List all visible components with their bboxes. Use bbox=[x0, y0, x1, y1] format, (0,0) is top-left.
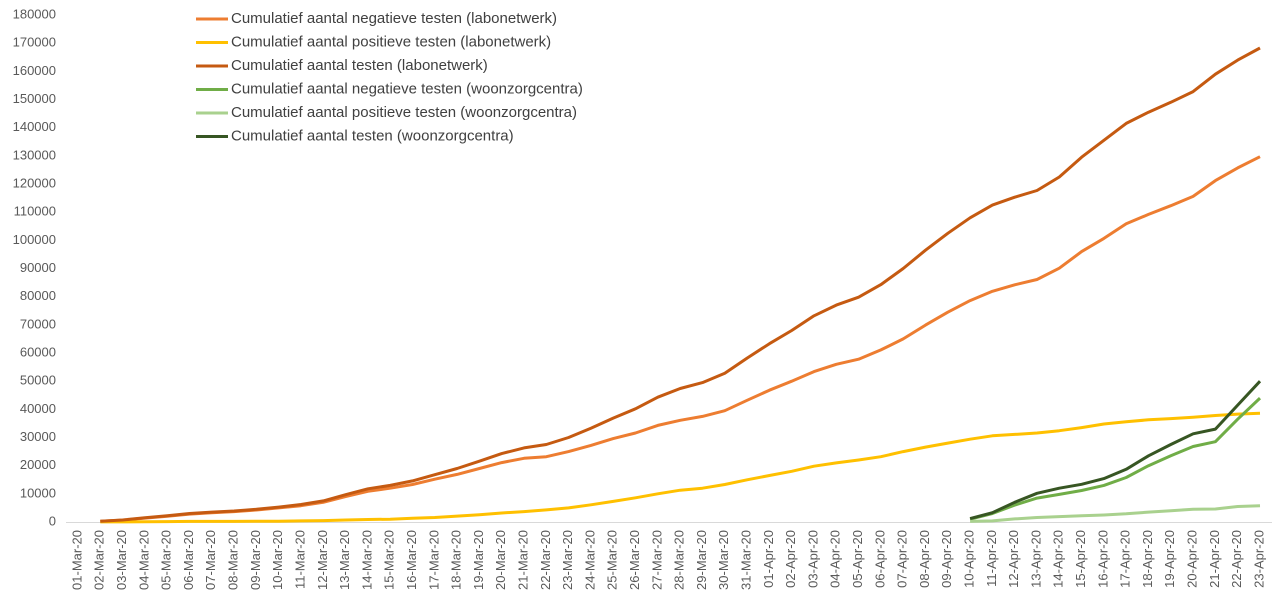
y-tick-label: 170000 bbox=[13, 35, 56, 50]
y-tick-label: 30000 bbox=[20, 429, 56, 444]
x-tick-label: 19-Apr-20 bbox=[1162, 530, 1177, 588]
x-tick-label: 04-Mar-20 bbox=[136, 530, 151, 590]
y-tick-label: 60000 bbox=[20, 344, 56, 359]
y-tick-label: 150000 bbox=[13, 91, 56, 106]
x-tick-label: 16-Mar-20 bbox=[404, 530, 419, 590]
x-tick-label: 14-Apr-20 bbox=[1051, 530, 1066, 588]
x-tick-label: 06-Apr-20 bbox=[872, 530, 887, 588]
y-tick-label: 80000 bbox=[20, 288, 56, 303]
x-tick-label: 18-Apr-20 bbox=[1140, 530, 1155, 588]
y-tick-label: 20000 bbox=[20, 457, 56, 472]
x-tick-label: 12-Mar-20 bbox=[315, 530, 330, 590]
x-tick-label: 17-Mar-20 bbox=[426, 530, 441, 590]
x-tick-label: 11-Mar-20 bbox=[292, 530, 307, 589]
x-tick-label: 30-Mar-20 bbox=[716, 530, 731, 590]
series-line bbox=[970, 504, 1261, 523]
x-tick-label: 31-Mar-20 bbox=[738, 530, 753, 590]
x-tick-label: 02-Mar-20 bbox=[92, 530, 107, 590]
y-tick-label: 40000 bbox=[20, 401, 56, 416]
series-line bbox=[100, 46, 1261, 523]
x-tick-label: 10-Mar-20 bbox=[270, 530, 285, 590]
x-tick-label: 01-Mar-20 bbox=[69, 530, 84, 590]
series-line bbox=[969, 397, 1262, 521]
y-tick-label: 140000 bbox=[13, 119, 56, 134]
x-tick-label: 29-Mar-20 bbox=[694, 530, 709, 590]
legend-label: Cumulatief aantal positieve testen (labo… bbox=[231, 33, 551, 50]
x-tick-label: 03-Apr-20 bbox=[805, 530, 820, 588]
x-tick-label: 09-Apr-20 bbox=[939, 530, 954, 588]
x-tick-label: 05-Mar-20 bbox=[159, 530, 174, 590]
legend-label: Cumulatief aantal testen (woonzorgcentra… bbox=[231, 127, 514, 144]
y-tick-label: 180000 bbox=[13, 6, 56, 21]
x-tick-label: 08-Apr-20 bbox=[917, 530, 932, 588]
x-tick-label: 20-Mar-20 bbox=[493, 530, 508, 590]
x-tick-label: 24-Mar-20 bbox=[582, 530, 597, 590]
x-tick-label: 16-Apr-20 bbox=[1095, 530, 1110, 588]
legend-label: Cumulatief aantal negatieve testen (woon… bbox=[231, 80, 583, 97]
x-tick-label: 23-Mar-20 bbox=[560, 530, 575, 590]
x-tick-label: 05-Apr-20 bbox=[850, 530, 865, 588]
x-tick-label: 20-Apr-20 bbox=[1185, 530, 1200, 588]
x-tick-label: 03-Mar-20 bbox=[114, 530, 129, 590]
x-tick-label: 11-Apr-20 bbox=[984, 530, 999, 587]
y-tick-label: 0 bbox=[49, 513, 56, 528]
x-tick-label: 10-Apr-20 bbox=[962, 530, 977, 588]
y-tick-label: 10000 bbox=[20, 485, 56, 500]
legend-label: Cumulatief aantal testen (labonetwerk) bbox=[231, 57, 488, 74]
y-tick-label: 90000 bbox=[20, 260, 56, 275]
series-line bbox=[100, 411, 1261, 524]
x-tick-label: 15-Apr-20 bbox=[1073, 530, 1088, 588]
legend-label: Cumulatief aantal negatieve testen (labo… bbox=[231, 10, 557, 27]
x-tick-label: 25-Mar-20 bbox=[605, 530, 620, 590]
legend-label: Cumulatief aantal positieve testen (woon… bbox=[231, 104, 577, 121]
x-tick-label: 28-Mar-20 bbox=[672, 530, 687, 590]
x-tick-label: 23-Apr-20 bbox=[1251, 530, 1266, 588]
x-tick-label: 09-Mar-20 bbox=[248, 530, 263, 590]
x-tick-label: 13-Mar-20 bbox=[337, 530, 352, 590]
x-tick-label: 07-Mar-20 bbox=[203, 530, 218, 590]
x-tick-label: 08-Mar-20 bbox=[226, 530, 241, 590]
x-tick-label: 12-Apr-20 bbox=[1006, 530, 1021, 588]
y-tick-label: 70000 bbox=[20, 316, 56, 331]
x-tick-label: 26-Mar-20 bbox=[627, 530, 642, 590]
x-tick-label: 17-Apr-20 bbox=[1118, 530, 1133, 588]
y-tick-label: 120000 bbox=[13, 175, 56, 190]
x-tick-label: 06-Mar-20 bbox=[181, 530, 196, 590]
x-tick-label: 21-Apr-20 bbox=[1207, 530, 1222, 588]
y-tick-label: 100000 bbox=[13, 232, 56, 247]
x-tick-label: 27-Mar-20 bbox=[649, 530, 664, 590]
x-tick-label: 19-Mar-20 bbox=[471, 530, 486, 590]
y-tick-label: 50000 bbox=[20, 373, 56, 388]
y-tick-label: 110000 bbox=[14, 204, 56, 219]
x-tick-label: 01-Apr-20 bbox=[761, 530, 776, 588]
x-tick-label: 22-Mar-20 bbox=[538, 530, 553, 590]
x-tick-label: 15-Mar-20 bbox=[382, 530, 397, 590]
x-tick-label: 13-Apr-20 bbox=[1028, 530, 1043, 588]
x-tick-label: 07-Apr-20 bbox=[895, 530, 910, 588]
series-line bbox=[100, 155, 1261, 523]
x-tick-label: 22-Apr-20 bbox=[1229, 530, 1244, 588]
series-line bbox=[969, 380, 1262, 521]
x-tick-label: 18-Mar-20 bbox=[449, 530, 464, 590]
x-tick-label: 21-Mar-20 bbox=[515, 530, 530, 590]
x-tick-label: 14-Mar-20 bbox=[359, 530, 374, 590]
y-tick-label: 130000 bbox=[13, 147, 56, 162]
y-tick-label: 160000 bbox=[13, 63, 56, 78]
x-tick-label: 04-Apr-20 bbox=[828, 530, 843, 588]
x-tick-label: 02-Apr-20 bbox=[783, 530, 798, 588]
